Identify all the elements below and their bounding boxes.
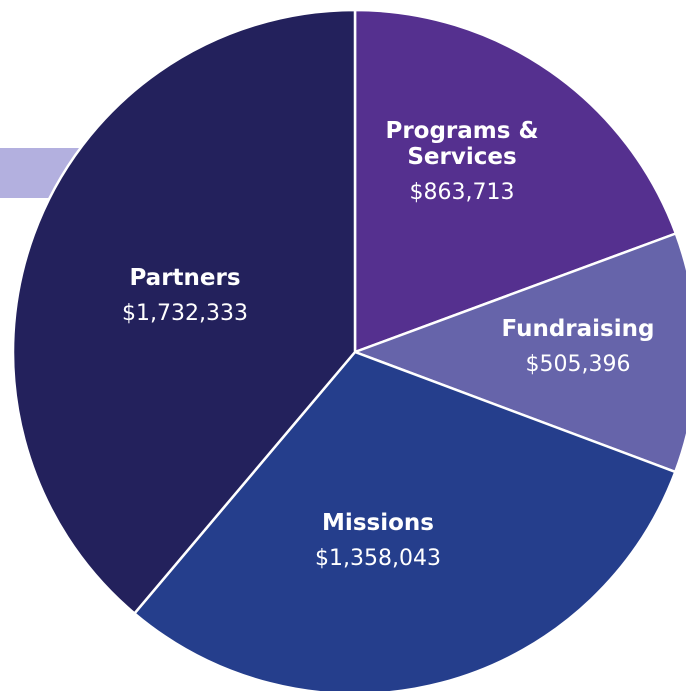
- value-label: $505,396: [525, 352, 631, 377]
- value-label: $1,358,043: [315, 546, 441, 571]
- category-label: Partners: [129, 265, 241, 291]
- slice-label: Partners $1,732,333: [65, 265, 305, 326]
- value-label: $1,732,333: [122, 301, 248, 326]
- category-label: Missions: [322, 510, 434, 536]
- category-label: Fundraising: [501, 316, 655, 342]
- slice-label: Fundraising $505,396: [458, 316, 686, 377]
- value-label: $863,713: [409, 180, 515, 205]
- pie-slice: [133, 350, 677, 691]
- category-label: Programs & Services: [385, 118, 539, 170]
- slice-label: Programs & Services $863,713: [372, 118, 552, 205]
- pie-slice: [11, 8, 357, 615]
- pie-slice: [353, 8, 678, 354]
- pie-slice: [353, 232, 686, 474]
- slice-label: Missions $1,358,043: [258, 510, 498, 571]
